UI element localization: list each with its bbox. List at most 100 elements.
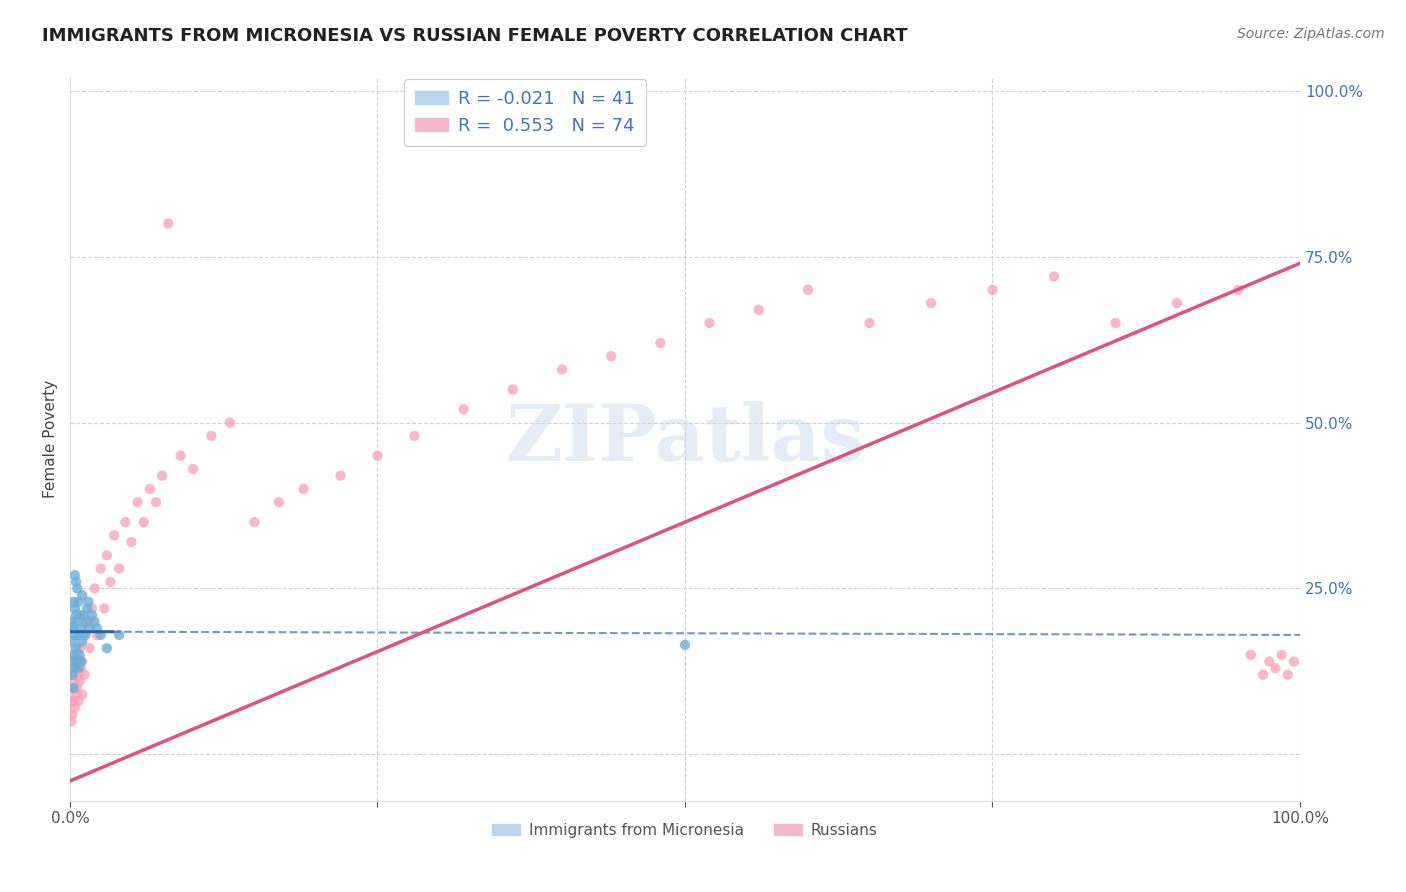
Point: [181, 462, 204, 476]
Point: [1227, 283, 1250, 297]
Point: [70, 588, 93, 602]
Point: [96, 641, 118, 656]
Point: [90, 628, 112, 642]
Point: [60, 707, 83, 722]
Point: [66, 615, 89, 629]
Point: [366, 449, 388, 463]
Point: [1270, 648, 1292, 662]
Point: [83, 582, 105, 596]
Point: [63, 701, 86, 715]
Point: [69, 608, 91, 623]
Point: [66, 648, 89, 662]
Point: [65, 661, 87, 675]
Point: [1043, 269, 1066, 284]
Point: [120, 535, 142, 549]
Point: [83, 615, 105, 629]
Point: [1240, 648, 1263, 662]
Point: [62, 621, 84, 635]
Point: [748, 302, 770, 317]
Point: [502, 383, 524, 397]
Point: [77, 595, 100, 609]
Y-axis label: Female Poverty: Female Poverty: [44, 380, 58, 499]
Point: [63, 601, 86, 615]
Point: [699, 316, 721, 330]
Point: [77, 615, 100, 629]
Point: [62, 681, 84, 695]
Point: [858, 316, 880, 330]
Point: [67, 661, 90, 675]
Point: [981, 283, 1004, 297]
Point: [60, 621, 83, 635]
Point: [60, 655, 83, 669]
Point: [650, 335, 672, 350]
Point: [70, 634, 93, 648]
Point: [60, 681, 83, 695]
Point: [62, 694, 84, 708]
Point: [797, 283, 820, 297]
Point: [145, 495, 167, 509]
Point: [267, 495, 290, 509]
Point: [67, 628, 90, 642]
Point: [62, 667, 84, 681]
Point: [66, 681, 89, 695]
Point: [1282, 655, 1305, 669]
Point: [62, 648, 84, 662]
Point: [79, 621, 101, 635]
Point: [90, 561, 112, 575]
Point: [67, 694, 90, 708]
Point: [65, 641, 87, 656]
Point: [132, 515, 155, 529]
Point: [75, 615, 97, 629]
Point: [65, 608, 87, 623]
Point: [70, 621, 93, 635]
Point: [63, 661, 86, 675]
Point: [70, 661, 93, 675]
Point: [108, 628, 131, 642]
Point: [60, 615, 83, 629]
Point: [69, 641, 91, 656]
Point: [200, 429, 222, 443]
Text: IMMIGRANTS FROM MICRONESIA VS RUSSIAN FEMALE POVERTY CORRELATION CHART: IMMIGRANTS FROM MICRONESIA VS RUSSIAN FE…: [42, 27, 908, 45]
Point: [69, 674, 91, 689]
Point: [108, 561, 131, 575]
Point: [60, 634, 83, 648]
Point: [62, 595, 84, 609]
Point: [1166, 296, 1188, 310]
Text: ZIPatlas: ZIPatlas: [505, 401, 865, 477]
Point: [1277, 667, 1299, 681]
Point: [86, 621, 108, 635]
Point: [920, 296, 942, 310]
Point: [127, 495, 149, 509]
Point: [63, 674, 86, 689]
Point: [65, 574, 87, 589]
Legend: Immigrants from Micronesia, Russians: Immigrants from Micronesia, Russians: [486, 817, 884, 844]
Point: [157, 217, 180, 231]
Point: [96, 549, 118, 563]
Point: [1104, 316, 1126, 330]
Point: [329, 468, 352, 483]
Point: [600, 349, 623, 363]
Point: [60, 667, 83, 681]
Point: [75, 628, 97, 642]
Text: Source: ZipAtlas.com: Source: ZipAtlas.com: [1237, 27, 1385, 41]
Point: [93, 601, 115, 615]
Point: [86, 628, 108, 642]
Point: [1264, 661, 1286, 675]
Point: [673, 638, 696, 652]
Point: [72, 608, 94, 623]
Point: [66, 582, 89, 596]
Point: [60, 714, 83, 729]
Point: [139, 482, 162, 496]
Point: [63, 628, 86, 642]
Point: [218, 416, 240, 430]
Point: [103, 528, 125, 542]
Point: [60, 694, 83, 708]
Point: [100, 574, 122, 589]
Point: [551, 362, 574, 376]
Point: [70, 655, 93, 669]
Point: [79, 641, 101, 656]
Point: [73, 628, 96, 642]
Point: [1258, 655, 1281, 669]
Point: [76, 601, 98, 615]
Point: [73, 667, 96, 681]
